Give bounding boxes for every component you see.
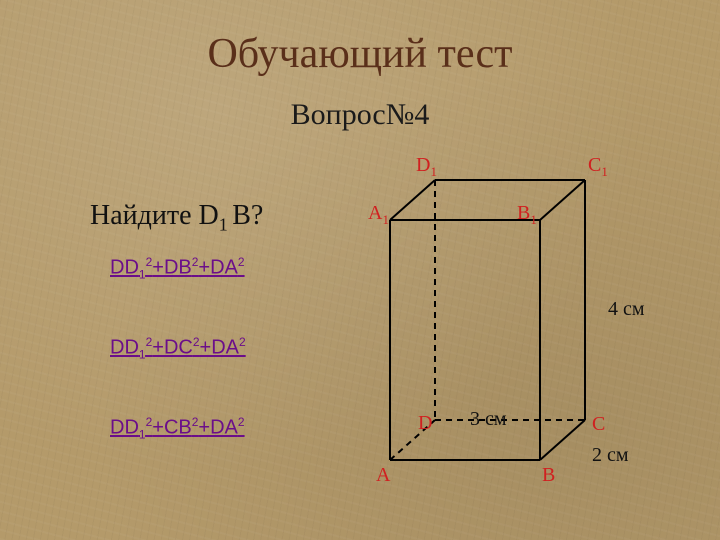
- vertex-label-A1: A1: [368, 202, 389, 228]
- slide-title: Обучающий тест: [0, 30, 720, 78]
- question-sub: 1: [219, 215, 233, 235]
- dimension-w: 3 см: [470, 408, 507, 431]
- vertex-label-B1: B1: [517, 202, 537, 228]
- question-number: Вопрос№4: [0, 98, 720, 132]
- answer-option-3[interactable]: DD12+CB2+DA2: [110, 415, 245, 442]
- vertex-label-C: C: [592, 413, 605, 436]
- dimension-d: 2 см: [592, 444, 629, 467]
- vertex-label-B: B: [542, 464, 555, 487]
- vertex-label-D1: D1: [416, 154, 437, 180]
- question-text: Найдите D1 B?: [90, 200, 263, 236]
- cuboid-diagram: A B C D A1 B1 C1 D1 3 см 2 см 4 см: [360, 130, 680, 510]
- vertex-label-D: D: [418, 412, 432, 435]
- dimension-h: 4 см: [608, 298, 645, 321]
- answer-option-2[interactable]: DD12+DC2+DA2: [110, 335, 246, 362]
- answer-option-1[interactable]: DD12+DB2+DA2: [110, 255, 245, 282]
- question-suffix: B?: [232, 200, 263, 231]
- vertex-label-C1: C1: [588, 154, 608, 180]
- question-prefix: Найдите D: [90, 200, 219, 231]
- vertex-label-A: A: [376, 464, 390, 487]
